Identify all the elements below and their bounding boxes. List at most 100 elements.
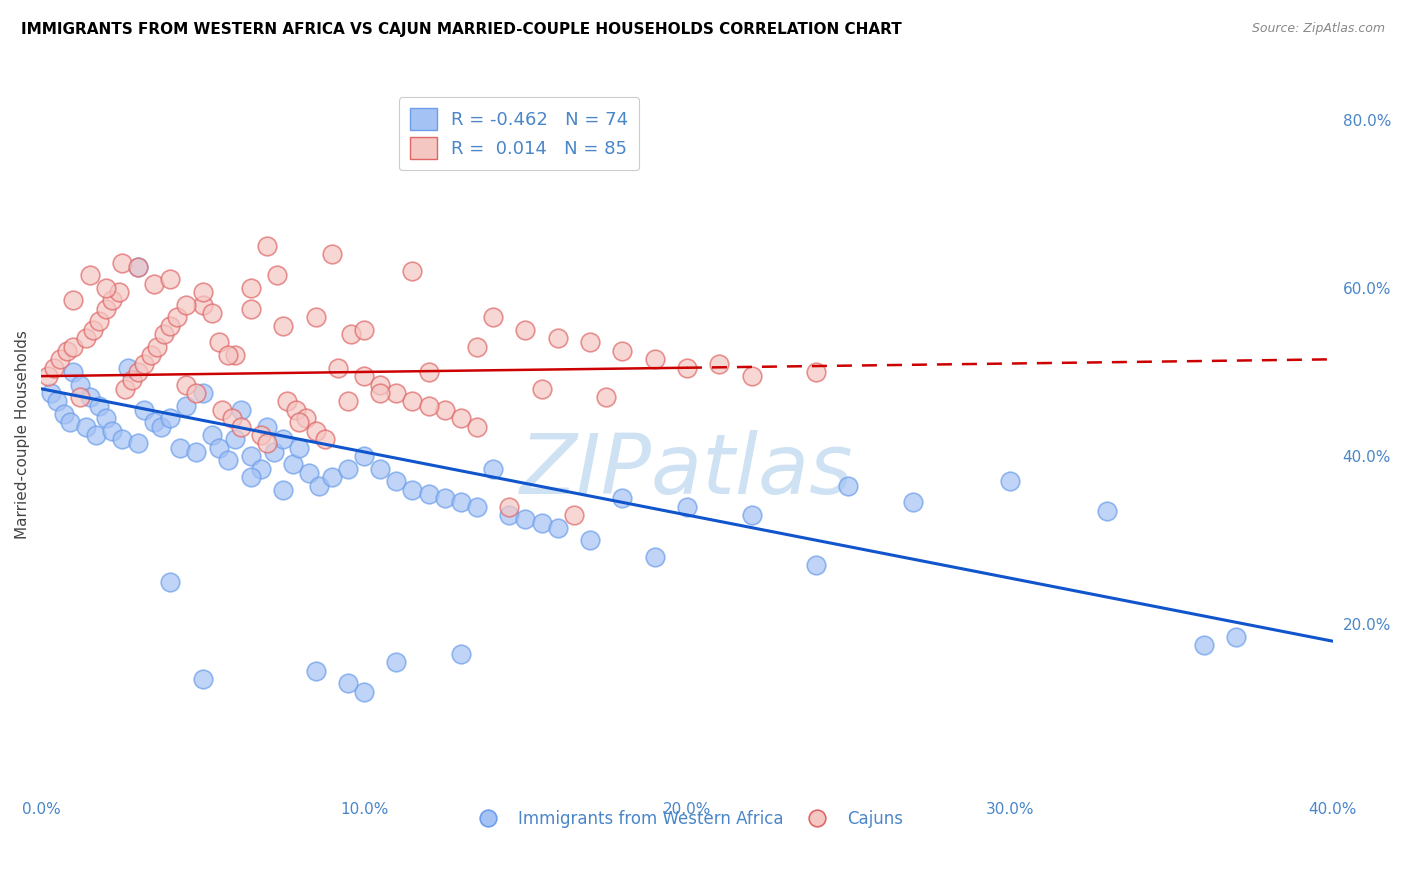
Point [304,664,326,678]
Point [240,449,263,463]
Point [121,373,143,387]
Point [56,343,79,358]
Point [676,360,699,375]
Point [298,466,321,480]
Point [612,491,634,505]
Point [482,461,505,475]
Point [101,424,124,438]
Point [42,360,65,375]
Point [114,382,136,396]
Point [804,365,827,379]
Point [224,432,246,446]
Point [263,445,285,459]
Point [368,386,391,401]
Point [208,441,231,455]
Point [401,264,423,278]
Point [336,676,359,690]
Point [143,277,166,291]
Point [62,340,84,354]
Point [127,365,149,379]
Point [281,458,304,472]
Point [84,428,107,442]
Point [353,323,375,337]
Point [321,247,343,261]
Point [515,512,537,526]
Point [52,407,75,421]
Point [579,533,602,548]
Point [256,238,278,252]
Point [208,335,231,350]
Point [837,478,859,492]
Point [240,301,263,316]
Point [184,386,207,401]
Point [82,323,104,337]
Point [62,293,84,308]
Point [1192,639,1215,653]
Point [465,340,488,354]
Point [201,306,224,320]
Point [676,500,699,514]
Point [1225,630,1247,644]
Point [201,428,224,442]
Point [515,323,537,337]
Point [308,478,330,492]
Point [418,365,440,379]
Point [59,416,82,430]
Point [547,520,569,534]
Point [368,461,391,475]
Point [217,453,239,467]
Point [94,301,117,316]
Text: ZIPatlas: ZIPatlas [520,430,853,511]
Point [62,365,84,379]
Point [191,285,214,299]
Point [75,331,97,345]
Point [101,293,124,308]
Point [256,436,278,450]
Point [709,357,731,371]
Point [288,416,311,430]
Point [117,360,139,375]
Point [127,260,149,274]
Legend: Immigrants from Western Africa, Cajuns: Immigrants from Western Africa, Cajuns [464,803,910,834]
Point [271,432,294,446]
Point [240,281,263,295]
Point [562,508,585,522]
Point [127,436,149,450]
Point [69,377,91,392]
Point [328,360,350,375]
Point [191,672,214,686]
Point [530,382,553,396]
Point [256,419,278,434]
Point [295,411,318,425]
Point [184,445,207,459]
Point [176,399,198,413]
Point [595,390,617,404]
Point [321,470,343,484]
Point [368,377,391,392]
Point [266,268,288,282]
Point [433,491,456,505]
Point [221,411,243,425]
Point [276,394,298,409]
Point [304,424,326,438]
Point [149,419,172,434]
Point [240,470,263,484]
Point [353,684,375,698]
Point [433,402,456,417]
Point [159,411,181,425]
Point [741,508,763,522]
Point [498,508,520,522]
Point [385,655,408,669]
Point [401,394,423,409]
Point [139,348,162,362]
Point [159,575,181,590]
Point [353,369,375,384]
Point [271,318,294,333]
Point [46,394,69,409]
Point [644,550,666,565]
Point [547,331,569,345]
Point [249,428,271,442]
Point [153,327,176,342]
Point [37,369,59,384]
Point [465,500,488,514]
